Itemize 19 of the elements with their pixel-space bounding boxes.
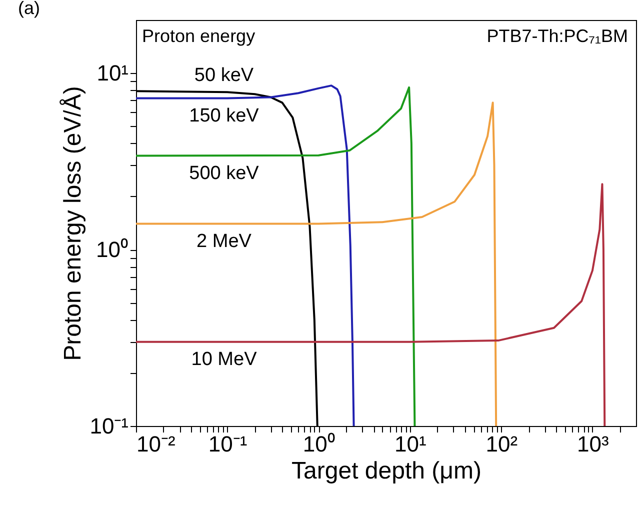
x-tick-label: 10⁻²: [136, 432, 176, 456]
x-tick-label: 10¹: [394, 432, 426, 456]
series-label: 50 keV: [194, 65, 254, 86]
y-tick-label: 10⁰: [96, 237, 128, 262]
x-tick-label: 10³: [577, 432, 609, 456]
series-label: 150 keV: [189, 105, 260, 126]
y-tick-label: 10¹: [96, 60, 128, 86]
series-label: 2 MeV: [196, 230, 252, 252]
x-axis-title: Target depth (μm): [292, 458, 482, 484]
y-axis-title: Proton energy loss (eV/Å): [60, 86, 87, 361]
series-label: 500 keV: [189, 162, 260, 184]
x-tick-label: 10⁻¹: [208, 432, 248, 456]
x-tick-label: 10⁰: [302, 432, 336, 456]
text: (a): [18, 0, 40, 18]
annotation: PTB7-Th:PC₇₁BM: [486, 26, 628, 46]
y-tick-label: 10⁻¹: [90, 414, 128, 438]
series-label: 10 MeV: [191, 348, 258, 370]
x-tick-label: 10²: [486, 432, 518, 456]
legend-title: Proton energy: [142, 26, 256, 46]
